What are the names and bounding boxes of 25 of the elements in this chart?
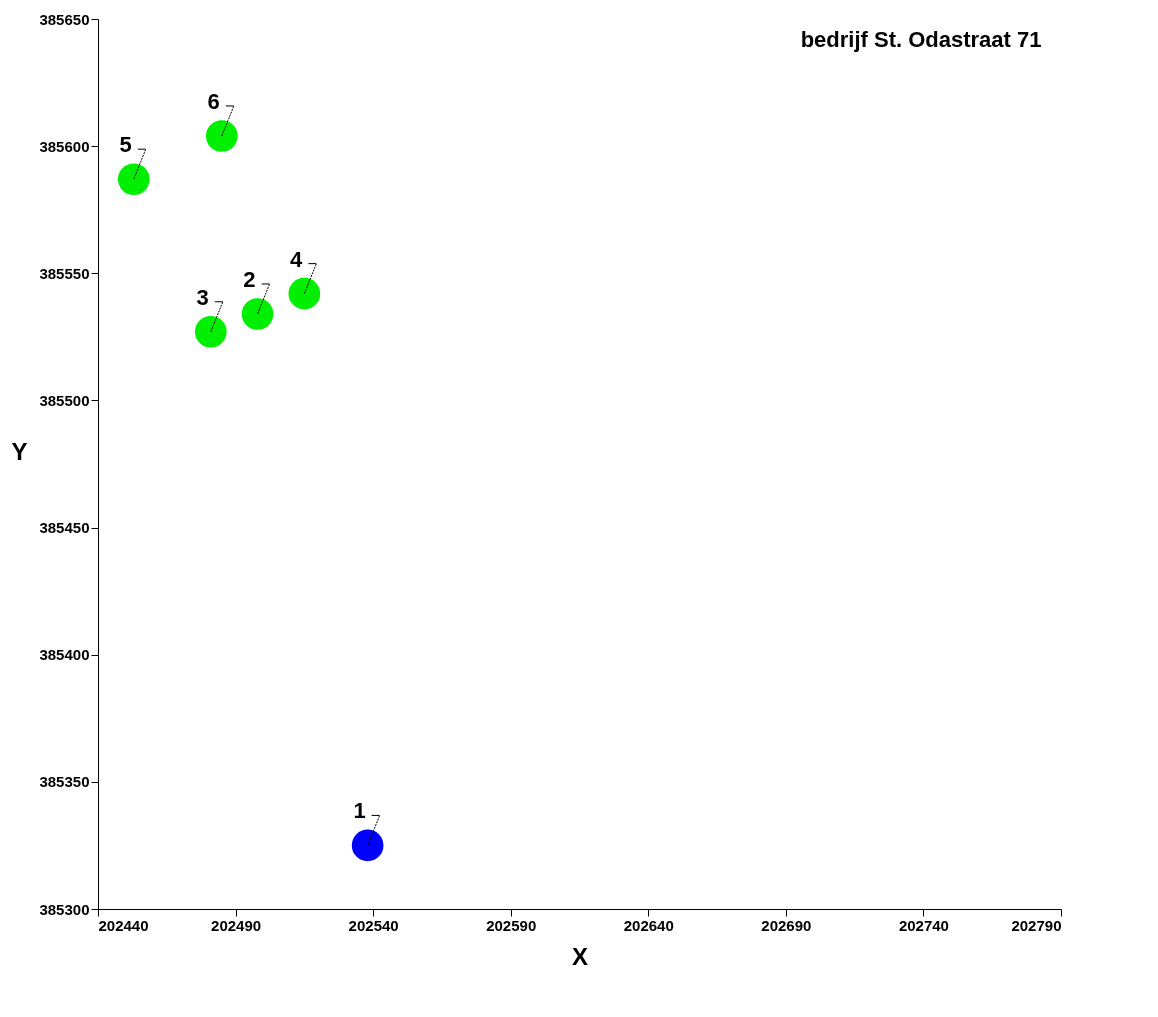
y-tick-label: 385500 — [39, 391, 90, 409]
annotation: 1 — [353, 798, 366, 824]
x-tick-label: 202690 — [761, 916, 812, 934]
annotation: 4 — [290, 246, 304, 272]
y-tick-label: 385650 — [39, 10, 90, 28]
chart-title: bedrijf St. Odastraat 71 — [800, 27, 1042, 52]
annotation: 3 — [196, 284, 209, 310]
x-tick-label: 202790 — [1011, 916, 1062, 934]
y-tick-label: 385300 — [39, 900, 90, 918]
y-tick-label: 385350 — [39, 773, 90, 791]
x-tick-label: 202540 — [348, 916, 399, 934]
x-tick-label: 202590 — [486, 916, 537, 934]
x-tick-label: 202490 — [211, 916, 262, 934]
annotation: 5 — [119, 132, 132, 158]
x-tick-label: 202740 — [898, 916, 949, 934]
y-tick-label: 385550 — [39, 264, 90, 282]
x-tick-label: 202640 — [623, 916, 674, 934]
annotation: 6 — [207, 88, 220, 114]
y-tick-label: 385400 — [39, 646, 90, 664]
y-tick-label: 385600 — [39, 137, 90, 155]
y-tick-label: 385450 — [39, 519, 90, 537]
x-tick-label: 202440 — [98, 916, 149, 934]
annotation: 2 — [243, 266, 256, 292]
y-axis-title: Y — [11, 437, 28, 465]
x-axis-title: X — [571, 942, 589, 970]
